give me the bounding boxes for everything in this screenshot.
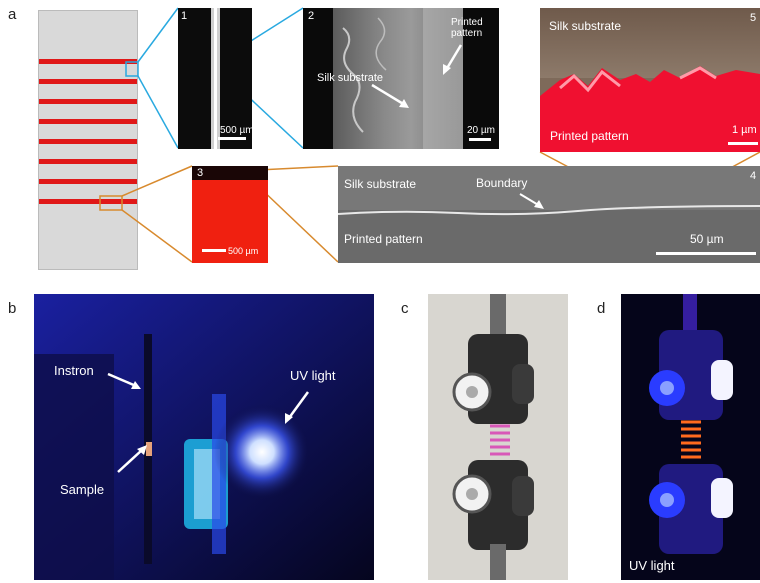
inset-4-boundary-label: Boundary	[476, 176, 528, 190]
photo-c-tensile-grips	[428, 294, 568, 580]
inset-2-number: 2	[308, 10, 315, 22]
inset-2-printed-label: Printed pattern	[451, 17, 483, 39]
panel-label-d: d	[597, 300, 606, 317]
inset-3-number: 3	[197, 167, 204, 179]
silk-strip-schematic	[38, 10, 138, 270]
sem-inset-4: Silk substrate Boundary Printed pattern …	[338, 166, 760, 263]
inset-2-scale-label: 20 µm	[467, 125, 495, 136]
photo-d-uv-grips: UV light	[621, 294, 760, 580]
panel-label-c: c	[401, 300, 409, 317]
inset-5-scale-label: 1 µm	[732, 124, 757, 136]
inset-1-scale-label: 500 µm	[220, 125, 252, 136]
inset-4-silk-label: Silk substrate	[344, 177, 417, 191]
inset-4-printed-label: Printed pattern	[344, 232, 423, 246]
inset-5-silk-label: Silk substrate	[549, 19, 622, 33]
uv-light-label-b: UV light	[290, 368, 336, 383]
sem-inset-2: 2 Silk substrate Printed pattern 20 µm	[303, 8, 499, 149]
sample-label: Sample	[60, 482, 105, 497]
inset-3-scale-label: 500 µm	[228, 246, 259, 256]
inset-4-scale-label: 50 µm	[690, 232, 724, 246]
inset-4-number: 4	[750, 170, 757, 182]
uv-light-label-d: UV light	[629, 558, 675, 573]
panel-label-b: b	[8, 300, 17, 317]
photo-b-instron-setup: Instron UV light Sample	[34, 294, 374, 580]
photo-b-arrows	[107, 372, 310, 473]
inset-5-printed-label: Printed pattern	[550, 129, 629, 143]
inset-1-number: 1	[181, 10, 188, 22]
sem-inset-5: Silk substrate 5 Printed pattern 1 µm	[540, 8, 760, 152]
inset-2-silk-label: Silk substrate	[317, 72, 384, 84]
fluorescent-inset-3: 3 500 µm	[192, 166, 268, 263]
inset-3-dark-top	[192, 166, 268, 180]
inset-5-number: 5	[750, 12, 757, 24]
inset-1-scalebar	[218, 137, 246, 140]
inset-5-scalebar	[728, 142, 758, 145]
instron-label: Instron	[54, 363, 94, 378]
inset-3-scalebar	[202, 249, 226, 252]
inset-2-scalebar	[469, 138, 491, 141]
inset-4-scalebar	[656, 252, 756, 255]
panel-label-a: a	[8, 6, 17, 23]
sem-inset-1: 1 500 µm	[178, 8, 252, 149]
